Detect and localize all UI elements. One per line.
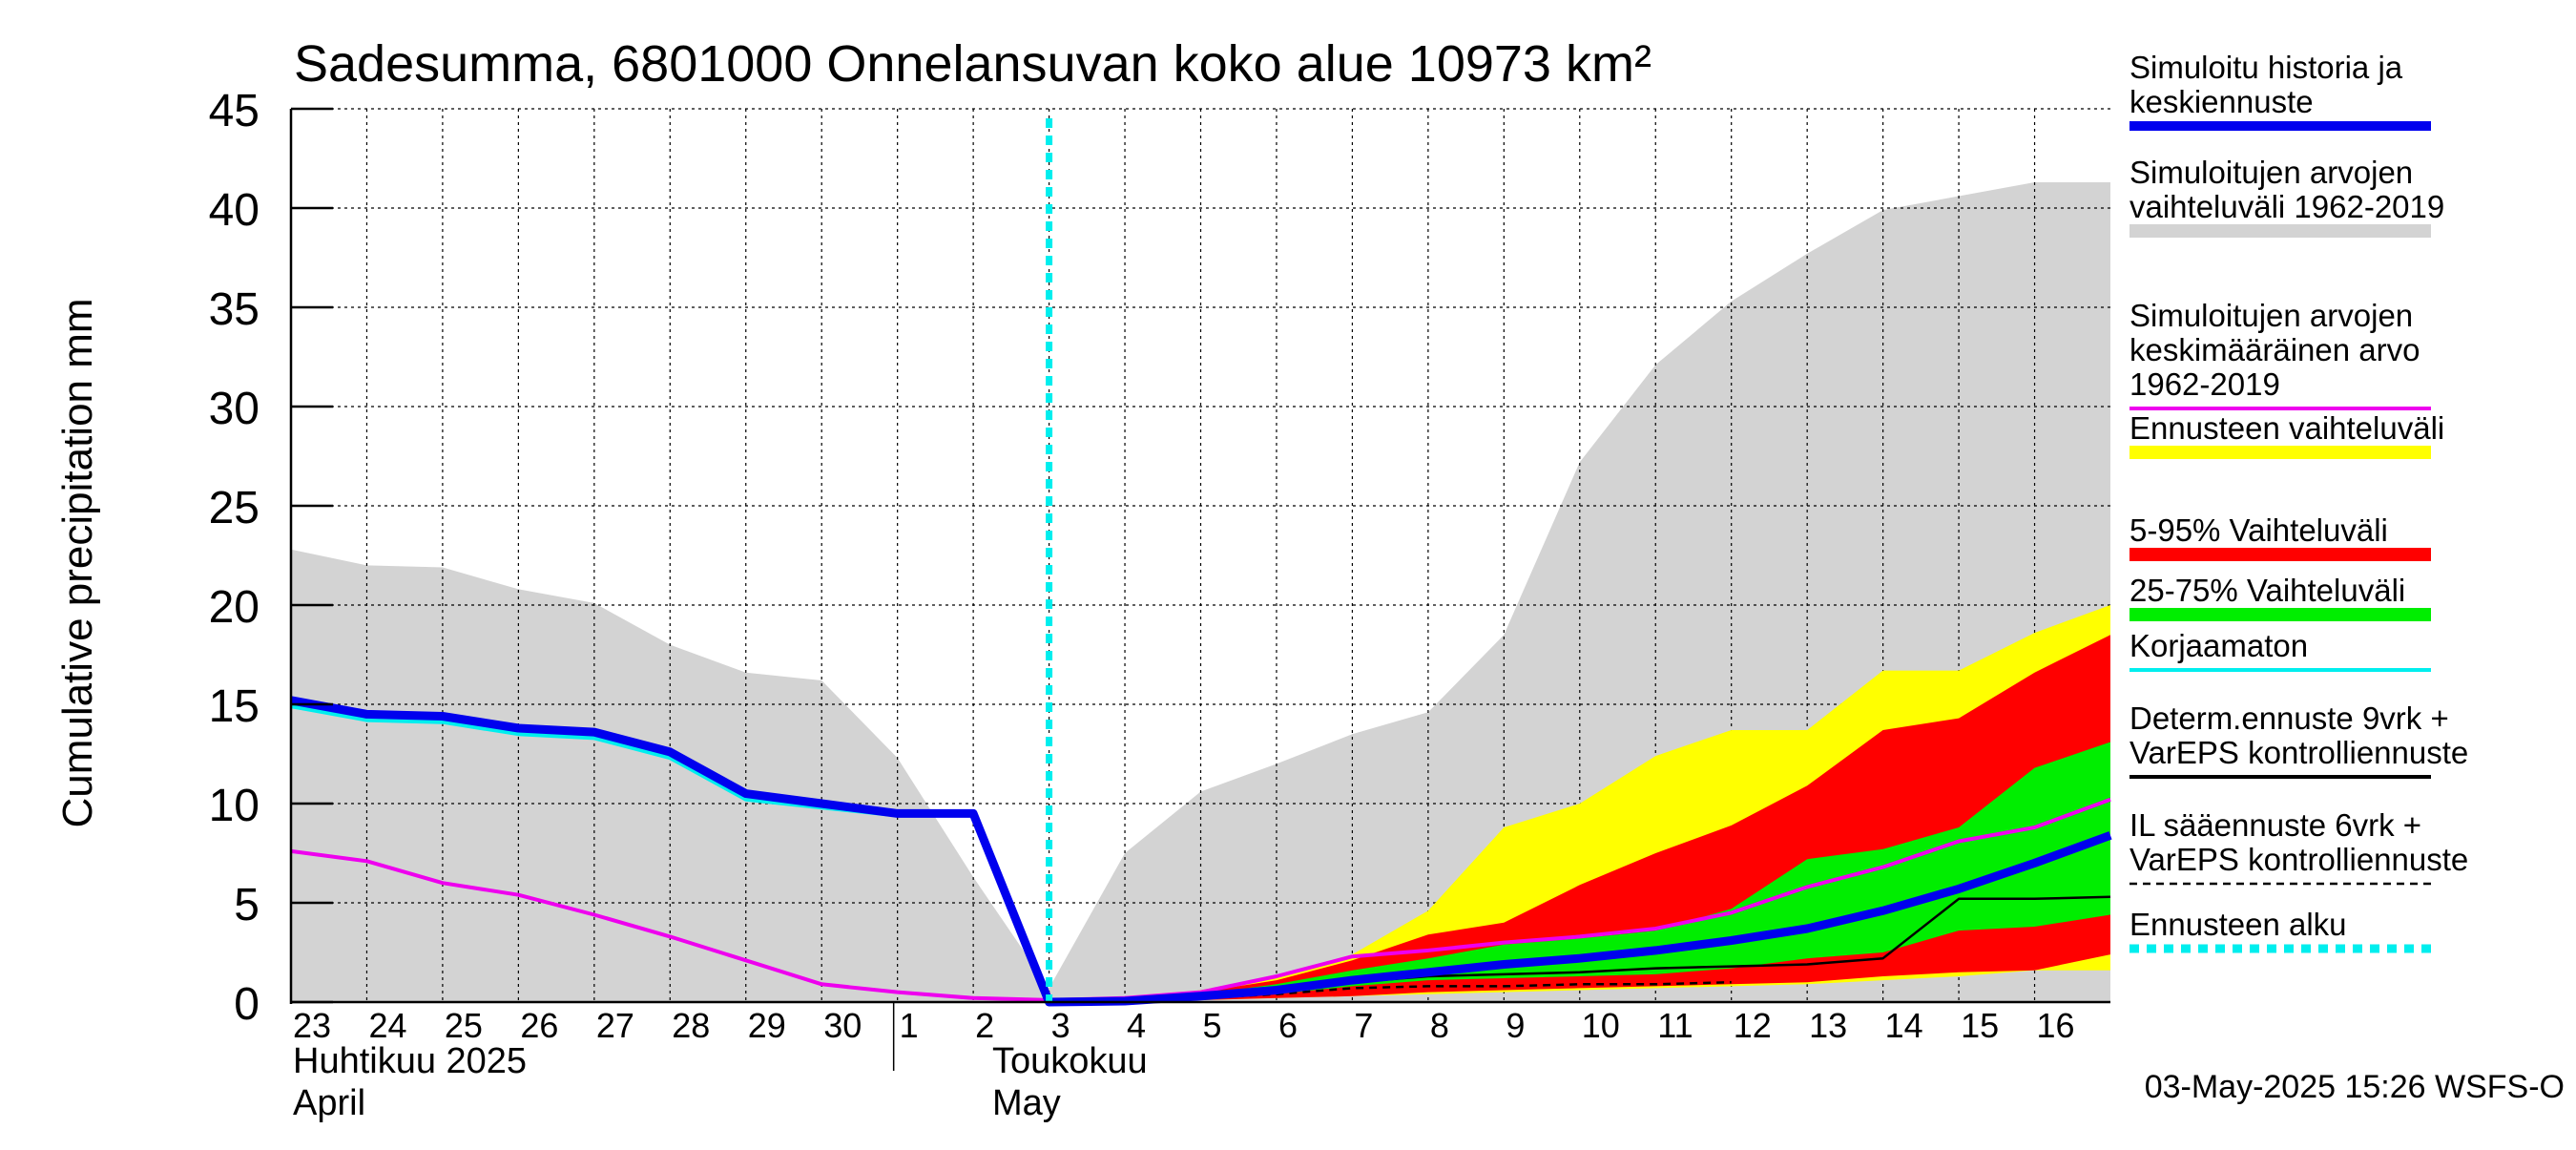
y-tick-label: 25	[209, 483, 260, 533]
x-tick-label: 6	[1278, 1006, 1298, 1045]
y-tick-label: 15	[209, 681, 260, 732]
x-tick-label: 5	[1203, 1006, 1222, 1045]
x-tick-label: 12	[1734, 1006, 1772, 1045]
x-tick-label: 16	[2037, 1006, 2075, 1045]
x-tick-label: 13	[1809, 1006, 1847, 1045]
y-tick-label: 5	[234, 880, 260, 930]
month-label: Toukokuu	[992, 1041, 1148, 1081]
legend-label: keskimääräinen arvo	[2129, 332, 2420, 367]
y-axis-label: Cumulative precipitation mm	[54, 298, 101, 827]
x-tick-label: 2	[975, 1006, 994, 1045]
y-tick-label: 30	[209, 384, 260, 434]
x-tick-label: 15	[1961, 1006, 1999, 1045]
chart-title: Sadesumma, 6801000 Onnelansuvan koko alu…	[294, 35, 1652, 93]
y-tick-label: 10	[209, 781, 260, 831]
legend-label: 5-95% Vaihteluväli	[2129, 512, 2388, 548]
y-tick-label: 20	[209, 582, 260, 633]
legend-label: 25-75% Vaihteluväli	[2129, 573, 2405, 608]
legend-label: Determ.ennuste 9vrk +	[2129, 700, 2449, 736]
legend-label: Ennusteen alku	[2129, 907, 2347, 942]
y-tick-label: 35	[209, 284, 260, 335]
legend-label: Korjaamaton	[2129, 628, 2308, 663]
x-tick-label: 26	[520, 1006, 558, 1045]
x-tick-label: 29	[748, 1006, 786, 1045]
x-tick-label: 23	[293, 1006, 331, 1045]
timestamp: 03-May-2025 15:26 WSFS-O	[2145, 1069, 2565, 1105]
x-tick-label: 11	[1657, 1006, 1693, 1045]
legend-label: Simuloitujen arvojen	[2129, 155, 2413, 190]
x-tick-label: 3	[1051, 1006, 1070, 1045]
x-tick-label: 7	[1354, 1006, 1373, 1045]
simulated-history-line	[290, 696, 2112, 1007]
legend-label: 1962-2019	[2129, 366, 2280, 402]
y-tick-label: 40	[209, 185, 260, 236]
x-tick-label: 28	[672, 1006, 710, 1045]
x-tick-label: 9	[1506, 1006, 1525, 1045]
x-tick-label: 27	[596, 1006, 634, 1045]
legend-label: Simuloitu historia ja	[2129, 50, 2403, 85]
legend-label: keskiennuste	[2129, 84, 2314, 119]
y-tick-label: 45	[209, 86, 260, 136]
legend-label: VarEPS kontrolliennuste	[2129, 842, 2468, 877]
legend-label: Ennusteen vaihteluväli	[2129, 410, 2444, 446]
band-25-75	[1049, 742, 2110, 1002]
y-tick-label: 0	[234, 979, 260, 1030]
x-tick-label: 10	[1582, 1006, 1620, 1045]
legend-label: Simuloitujen arvojen	[2129, 298, 2413, 333]
month-label-en: May	[992, 1083, 1061, 1123]
legend-label: vaihteluväli 1962-2019	[2129, 189, 2444, 224]
x-tick-label: 30	[823, 1006, 862, 1045]
month-label-en: April	[293, 1083, 365, 1123]
x-tick-label: 25	[445, 1006, 483, 1045]
x-tick-label: 1	[900, 1006, 919, 1045]
x-tick-label: 24	[368, 1006, 406, 1045]
x-tick-label: 8	[1430, 1006, 1449, 1045]
month-label: Huhtikuu 2025	[293, 1041, 527, 1081]
legend-label: VarEPS kontrolliennuste	[2129, 735, 2468, 770]
legend-label: IL sääennuste 6vrk +	[2129, 807, 2421, 843]
x-tick-label: 14	[1885, 1006, 1923, 1045]
x-tick-label: 4	[1127, 1006, 1146, 1045]
